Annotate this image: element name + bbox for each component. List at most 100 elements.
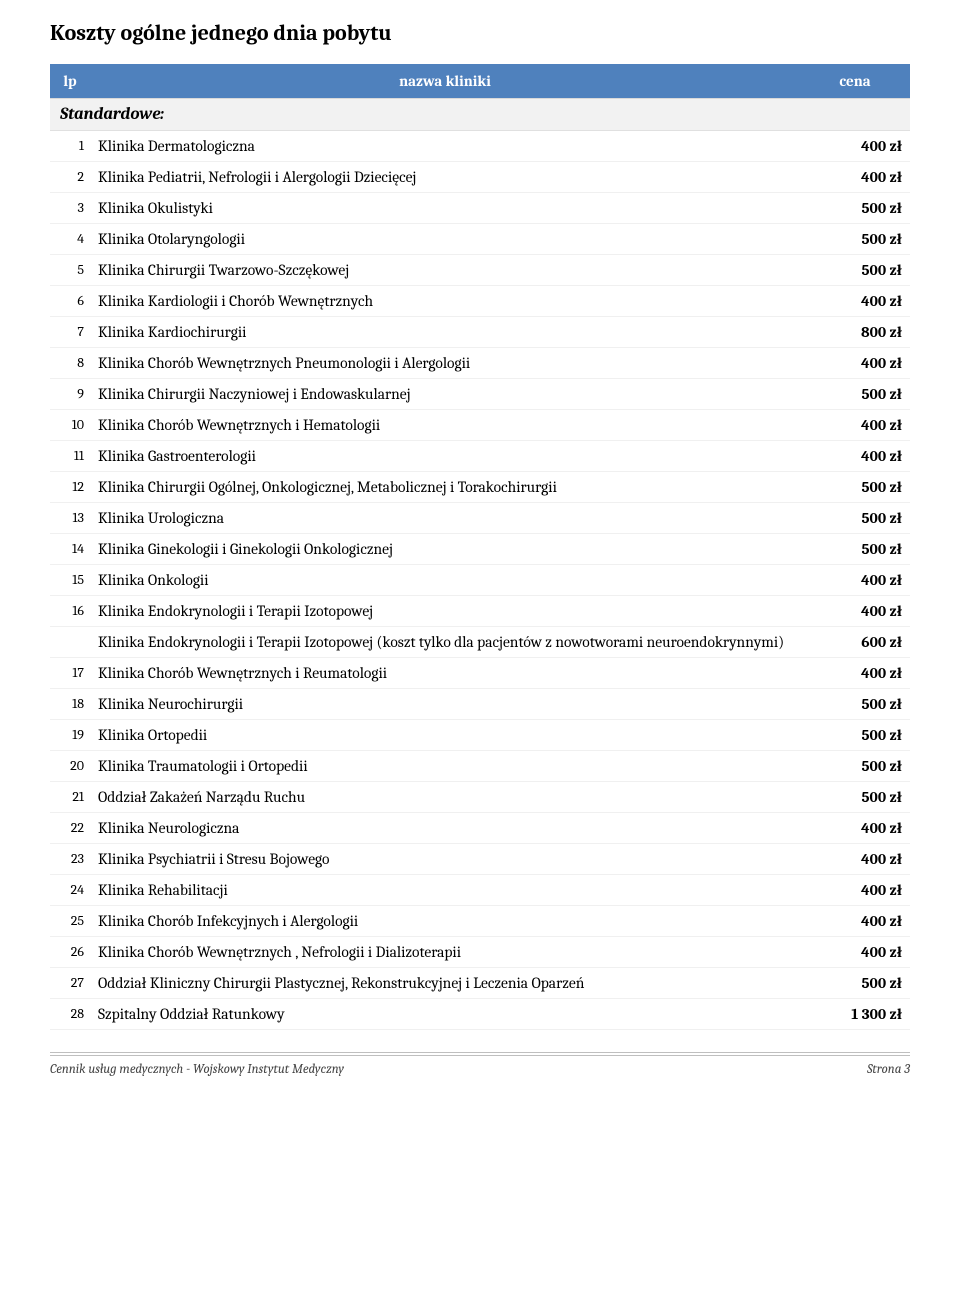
cell-name: Klinika Pediatrii, Nefrologii i Alergolo…	[90, 162, 800, 193]
cell-price: 500 zł	[800, 534, 910, 565]
table-header-row: lp nazwa kliniki cena	[50, 64, 910, 99]
cell-name: Klinika Rehabilitacji	[90, 875, 800, 906]
cell-price: 400 zł	[800, 441, 910, 472]
table-row: 22Klinika Neurologiczna400 zł	[50, 813, 910, 844]
table-row: 19Klinika Ortopedii500 zł	[50, 720, 910, 751]
table-row: 11Klinika Gastroenterologii400 zł	[50, 441, 910, 472]
cell-price: 500 zł	[800, 689, 910, 720]
table-row: 15Klinika Onkologii400 zł	[50, 565, 910, 596]
cell-price: 400 zł	[800, 410, 910, 441]
cell-name: Klinika Chorób Wewnętrznych i Hematologi…	[90, 410, 800, 441]
cell-lp: 9	[50, 379, 90, 410]
table-row: 1Klinika Dermatologiczna400 zł	[50, 131, 910, 162]
cell-lp: 10	[50, 410, 90, 441]
cell-price: 400 zł	[800, 131, 910, 162]
footer-left: Cennik usług medycznych - Wojskowy Insty…	[50, 1062, 344, 1077]
table-row: 16Klinika Endokrynologii i Terapii Izoto…	[50, 596, 910, 627]
cell-lp: 3	[50, 193, 90, 224]
cell-lp: 27	[50, 968, 90, 999]
cell-lp	[50, 627, 90, 658]
section-row: Standardowe:	[50, 99, 910, 131]
cell-name: Klinika Psychiatrii i Stresu Bojowego	[90, 844, 800, 875]
cell-lp: 15	[50, 565, 90, 596]
cell-lp: 12	[50, 472, 90, 503]
cell-name: Klinika Chorób Infekcyjnych i Alergologi…	[90, 906, 800, 937]
table-row: 17Klinika Chorób Wewnętrznych i Reumatol…	[50, 658, 910, 689]
cell-name: Klinika Kardiologii i Chorób Wewnętrznyc…	[90, 286, 800, 317]
cell-lp: 24	[50, 875, 90, 906]
cell-price: 600 zł	[800, 627, 910, 658]
cell-price: 500 zł	[800, 720, 910, 751]
cell-name: Klinika Onkologii	[90, 565, 800, 596]
cell-lp: 18	[50, 689, 90, 720]
cell-name: Klinika Chorób Wewnętrznych i Reumatolog…	[90, 658, 800, 689]
table-row: 18Klinika Neurochirurgii500 zł	[50, 689, 910, 720]
cell-lp: 5	[50, 255, 90, 286]
cell-price: 1 300 zł	[800, 999, 910, 1030]
cell-lp: 14	[50, 534, 90, 565]
cell-price: 500 zł	[800, 503, 910, 534]
cell-name: Klinika Ginekologii i Ginekologii Onkolo…	[90, 534, 800, 565]
cell-lp: 28	[50, 999, 90, 1030]
cell-lp: 26	[50, 937, 90, 968]
table-row: Klinika Endokrynologii i Terapii Izotopo…	[50, 627, 910, 658]
cell-price: 800 zł	[800, 317, 910, 348]
cell-price: 500 zł	[800, 379, 910, 410]
table-row: 10Klinika Chorób Wewnętrznych i Hematolo…	[50, 410, 910, 441]
cell-price: 500 zł	[800, 193, 910, 224]
table-row: 25Klinika Chorób Infekcyjnych i Alergolo…	[50, 906, 910, 937]
cell-lp: 17	[50, 658, 90, 689]
cell-price: 400 zł	[800, 162, 910, 193]
cell-name: Klinika Gastroenterologii	[90, 441, 800, 472]
cell-name: Klinika Chirurgii Naczyniowej i Endowask…	[90, 379, 800, 410]
table-row: 7Klinika Kardiochirurgii800 zł	[50, 317, 910, 348]
cell-name: Klinika Chorób Wewnętrznych Pneumonologi…	[90, 348, 800, 379]
cell-name: Klinika Neurologiczna	[90, 813, 800, 844]
cell-name: Klinika Chirurgii Ogólnej, Onkologicznej…	[90, 472, 800, 503]
cell-name: Oddział Kliniczny Chirurgii Plastycznej,…	[90, 968, 800, 999]
cell-price: 400 zł	[800, 875, 910, 906]
cell-price: 400 zł	[800, 596, 910, 627]
cell-name: Klinika Urologiczna	[90, 503, 800, 534]
cell-lp: 4	[50, 224, 90, 255]
table-row: 13Klinika Urologiczna500 zł	[50, 503, 910, 534]
cell-price: 500 zł	[800, 255, 910, 286]
cell-lp: 8	[50, 348, 90, 379]
cell-price: 400 zł	[800, 906, 910, 937]
table-row: 4Klinika Otolaryngologii500 zł	[50, 224, 910, 255]
cell-name: Klinika Chirurgii Twarzowo-Szczękowej	[90, 255, 800, 286]
col-header-name: nazwa kliniki	[90, 64, 800, 99]
table-row: 2Klinika Pediatrii, Nefrologii i Alergol…	[50, 162, 910, 193]
page-footer: Cennik usług medycznych - Wojskowy Insty…	[50, 1052, 910, 1077]
table-row: 26Klinika Chorób Wewnętrznych , Nefrolog…	[50, 937, 910, 968]
cell-lp: 25	[50, 906, 90, 937]
col-header-price: cena	[800, 64, 910, 99]
footer-right: Strona 3	[867, 1062, 910, 1077]
table-row: 28Szpitalny Oddział Ratunkowy1 300 zł	[50, 999, 910, 1030]
cell-name: Klinika Endokrynologii i Terapii Izotopo…	[90, 596, 800, 627]
table-row: 12Klinika Chirurgii Ogólnej, Onkologiczn…	[50, 472, 910, 503]
cell-price: 500 zł	[800, 782, 910, 813]
cell-name: Klinika Endokrynologii i Terapii Izotopo…	[90, 627, 800, 658]
cell-name: Klinika Traumatologii i Ortopedii	[90, 751, 800, 782]
cell-lp: 19	[50, 720, 90, 751]
table-row: 3Klinika Okulistyki500 zł	[50, 193, 910, 224]
cell-price: 400 zł	[800, 348, 910, 379]
cell-name: Klinika Dermatologiczna	[90, 131, 800, 162]
page-title: Koszty ogólne jednego dnia pobytu	[50, 20, 910, 46]
col-header-lp: lp	[50, 64, 90, 99]
table-row: 27Oddział Kliniczny Chirurgii Plastyczne…	[50, 968, 910, 999]
cell-lp: 7	[50, 317, 90, 348]
cell-lp: 11	[50, 441, 90, 472]
cell-name: Oddział Zakażeń Narządu Ruchu	[90, 782, 800, 813]
cell-price: 500 zł	[800, 968, 910, 999]
table-row: 6Klinika Kardiologii i Chorób Wewnętrzny…	[50, 286, 910, 317]
cell-price: 500 zł	[800, 751, 910, 782]
cell-name: Klinika Kardiochirurgii	[90, 317, 800, 348]
cell-name: Szpitalny Oddział Ratunkowy	[90, 999, 800, 1030]
cell-name: Klinika Ortopedii	[90, 720, 800, 751]
cell-price: 500 zł	[800, 224, 910, 255]
cell-lp: 2	[50, 162, 90, 193]
cell-name: Klinika Chorób Wewnętrznych , Nefrologii…	[90, 937, 800, 968]
cell-price: 400 zł	[800, 813, 910, 844]
